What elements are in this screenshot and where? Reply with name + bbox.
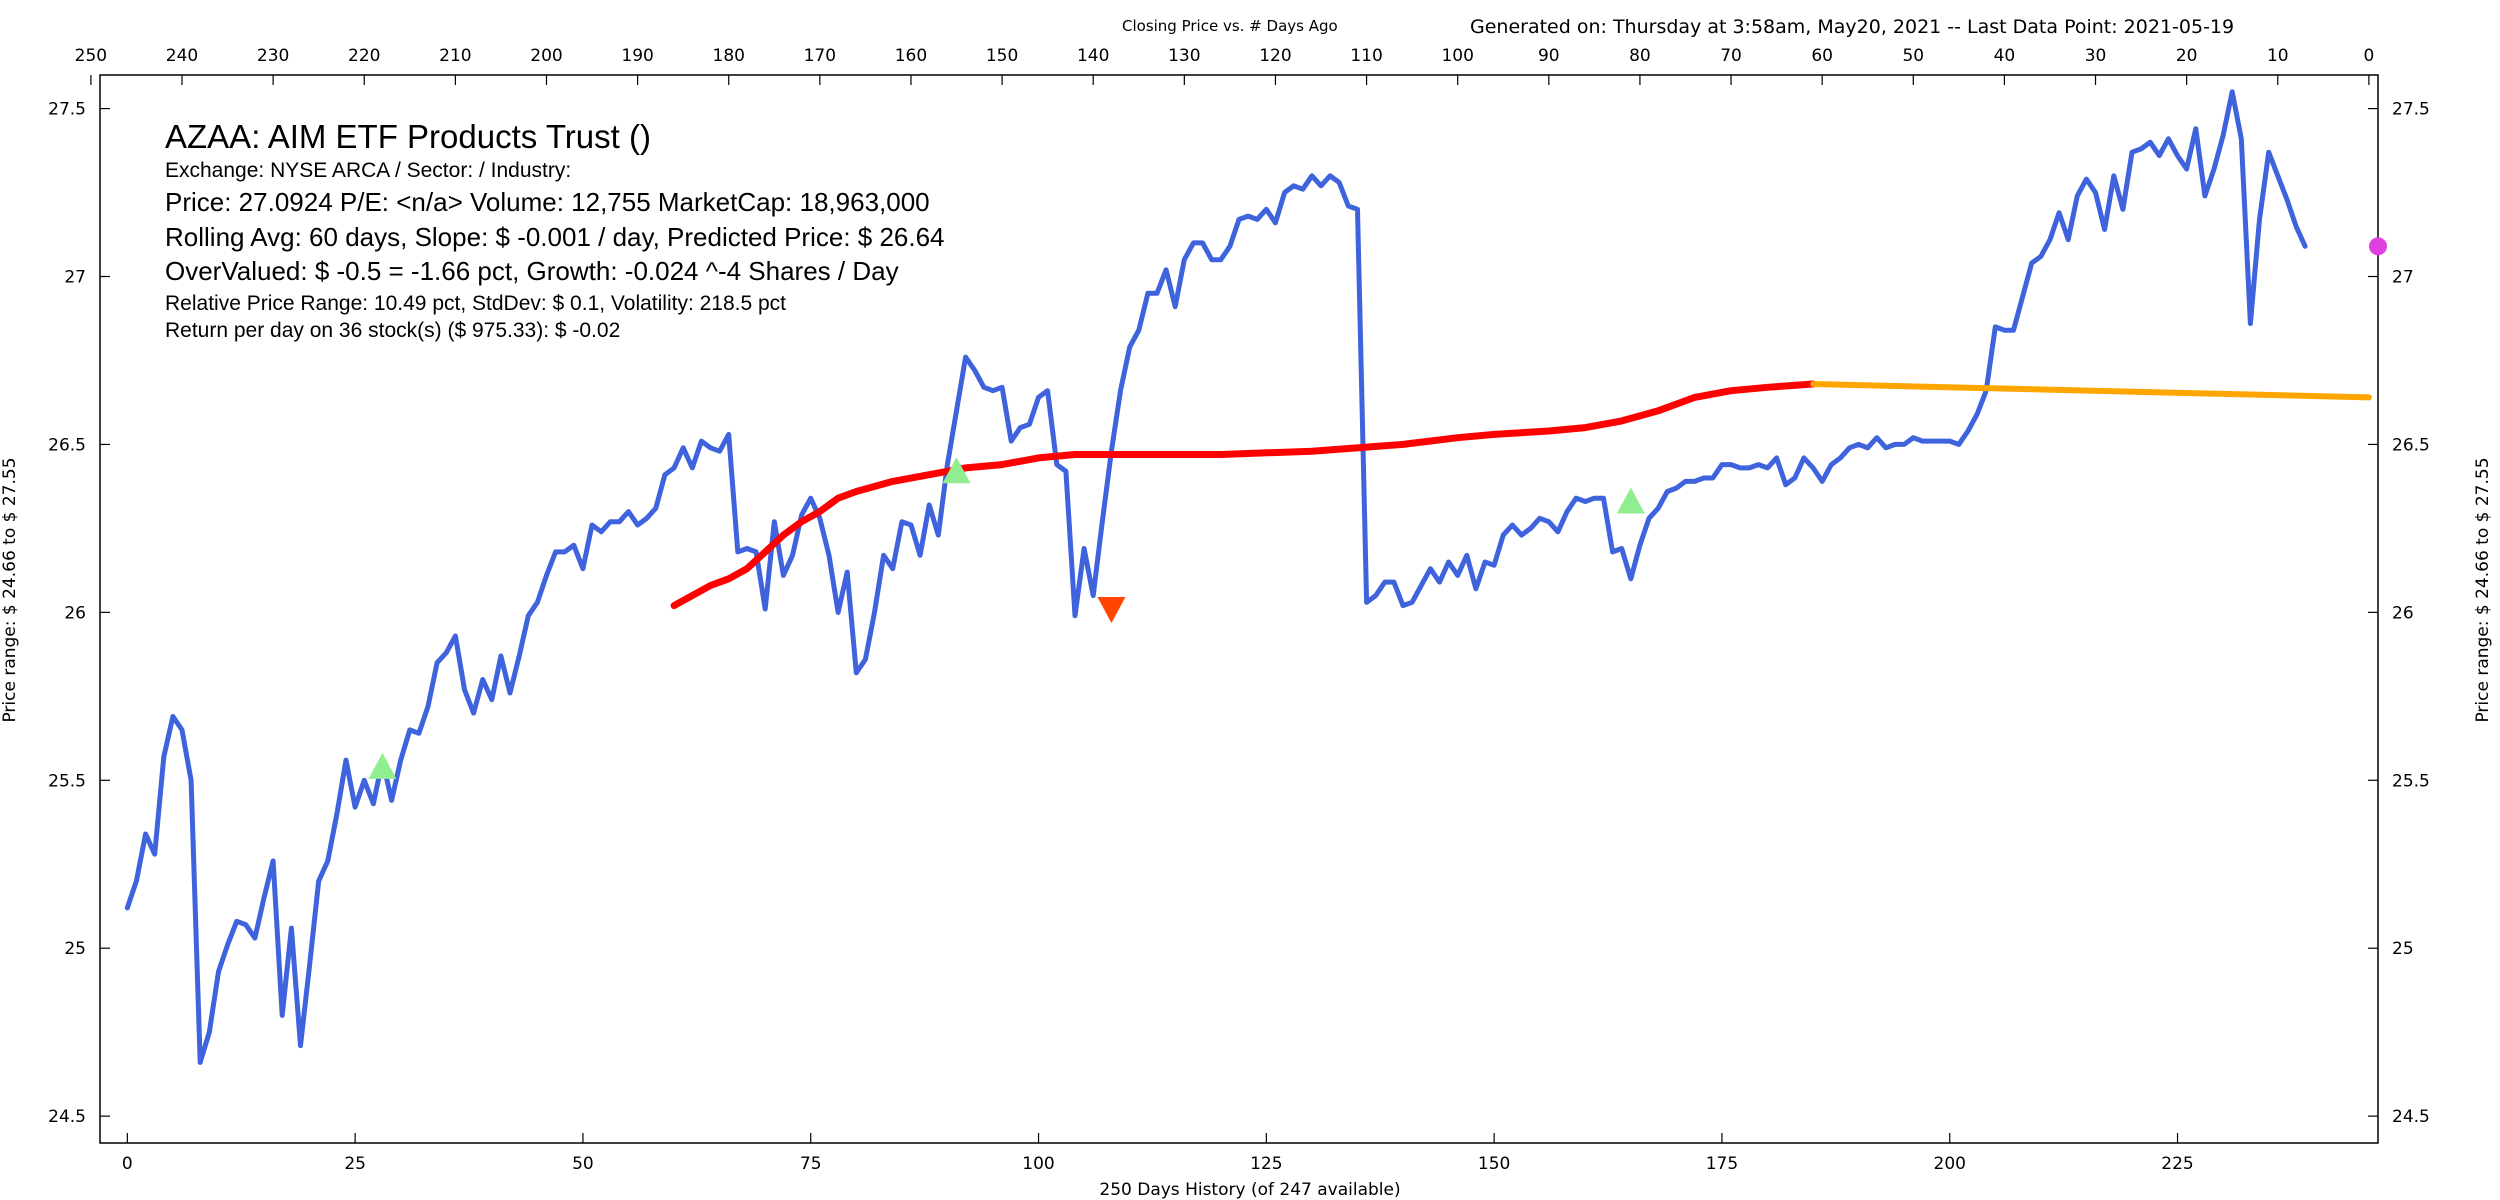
x-tick-label: 0 (122, 1154, 133, 1174)
x-tick-label: 200 (1934, 1154, 1966, 1174)
top-tick-label: 160 (895, 46, 927, 66)
x-tick-label: 175 (1706, 1154, 1738, 1174)
top-tick-label: 140 (1077, 46, 1109, 66)
projection-line (1810, 381, 2372, 401)
x-tick-label: 225 (2161, 1154, 2193, 1174)
x-tick-label: 25 (344, 1154, 366, 1174)
y-tick-label: 26.5 (48, 435, 86, 455)
return-line: Return per day on 36 stock(s) ($ 975.33)… (165, 319, 621, 342)
top-tick-label: 240 (166, 46, 198, 66)
y-tick-label: 25.5 (48, 771, 86, 791)
top-tick-label: 200 (530, 46, 562, 66)
top-tick-label: 230 (257, 46, 289, 66)
top-tick-label: 20 (2176, 46, 2198, 66)
top-tick-label: 100 (1441, 46, 1473, 66)
top-tick-label: 180 (713, 46, 745, 66)
x-tick-label: 150 (1478, 1154, 1510, 1174)
y-tick-label: 25 (64, 939, 86, 959)
buy-marker (368, 752, 397, 779)
price-line (124, 89, 2308, 1065)
rolling-avg-line: Rolling Avg: 60 days, Slope: $ -0.001 / … (165, 222, 945, 252)
chart-title: Closing Price vs. # Days Ago (1122, 17, 1338, 35)
y-tick-label-right: 25 (2392, 939, 2414, 959)
buy-marker (942, 457, 971, 484)
signal-markers (368, 237, 2387, 779)
price-line: Price: 27.0924 P/E: <n/a> Volume: 12,755… (165, 187, 930, 217)
top-tick-label: 50 (1902, 46, 1924, 66)
top-tick-label: 0 (2363, 46, 2374, 66)
sell-marker (1097, 597, 1126, 623)
buy-marker (1616, 487, 1645, 514)
top-tick-label: 10 (2267, 46, 2289, 66)
y-tick-label-right: 26.5 (2392, 435, 2430, 455)
x-tick-label: 50 (572, 1154, 594, 1174)
top-tick-label: 40 (1994, 46, 2016, 66)
overvalued-line: OverValued: $ -0.5 = -1.66 pct, Growth: … (165, 256, 899, 286)
top-tick-label: 60 (1811, 46, 1833, 66)
top-tick-label: 250 (75, 46, 107, 66)
x-tick-label: 125 (1250, 1154, 1282, 1174)
y-tick-label-right: 26 (2392, 603, 2414, 623)
x-tick-label: 75 (800, 1154, 822, 1174)
top-tick-label: 150 (986, 46, 1018, 66)
y-tick-label-right: 25.5 (2392, 771, 2430, 791)
top-tick-label: 130 (1168, 46, 1200, 66)
top-tick-label: 120 (1259, 46, 1291, 66)
y-axis-label-left: Price range: $ 24.66 to $ 27.55 (0, 457, 20, 723)
top-tick-label: 110 (1350, 46, 1382, 66)
y-tick-label: 24.5 (48, 1107, 86, 1127)
y-tick-label-right: 27 (2392, 268, 2414, 288)
y-axis-label-right: Price range: $ 24.66 to $ 27.55 (2473, 457, 2493, 723)
y-tick-label: 27.5 (48, 100, 86, 120)
top-tick-label: 170 (804, 46, 836, 66)
top-tick-label: 210 (439, 46, 471, 66)
top-tick-label: 220 (348, 46, 380, 66)
top-tick-label: 90 (1538, 46, 1560, 66)
range-line: Relative Price Range: 10.49 pct, StdDev:… (165, 292, 787, 315)
ticker-title: AZAA: AIM ETF Products Trust () (165, 118, 651, 155)
top-tick-label: 30 (2085, 46, 2107, 66)
current-price-marker (2369, 237, 2387, 256)
rolling-average-line (670, 380, 1817, 610)
top-tick-label: 70 (1720, 46, 1742, 66)
generated-timestamp: Generated on: Thursday at 3:58am, May20,… (1470, 16, 2235, 38)
top-tick-label: 190 (621, 46, 653, 66)
series-lines (124, 89, 2372, 1065)
y-tick-label-right: 27.5 (2392, 100, 2430, 120)
x-tick-label: 100 (1022, 1154, 1054, 1174)
top-tick-label: 80 (1629, 46, 1651, 66)
plot-frame (99, 74, 2379, 1144)
y-tick-label: 27 (64, 268, 86, 288)
plot-border (99, 74, 2379, 1144)
exchange-line: Exchange: NYSE ARCA / Sector: / Industry… (165, 159, 572, 182)
y-tick-label: 26 (64, 603, 86, 623)
x-axis-label: 250 Days History (of 247 available) (1099, 1180, 1401, 1200)
y-tick-label-right: 24.5 (2392, 1107, 2430, 1127)
